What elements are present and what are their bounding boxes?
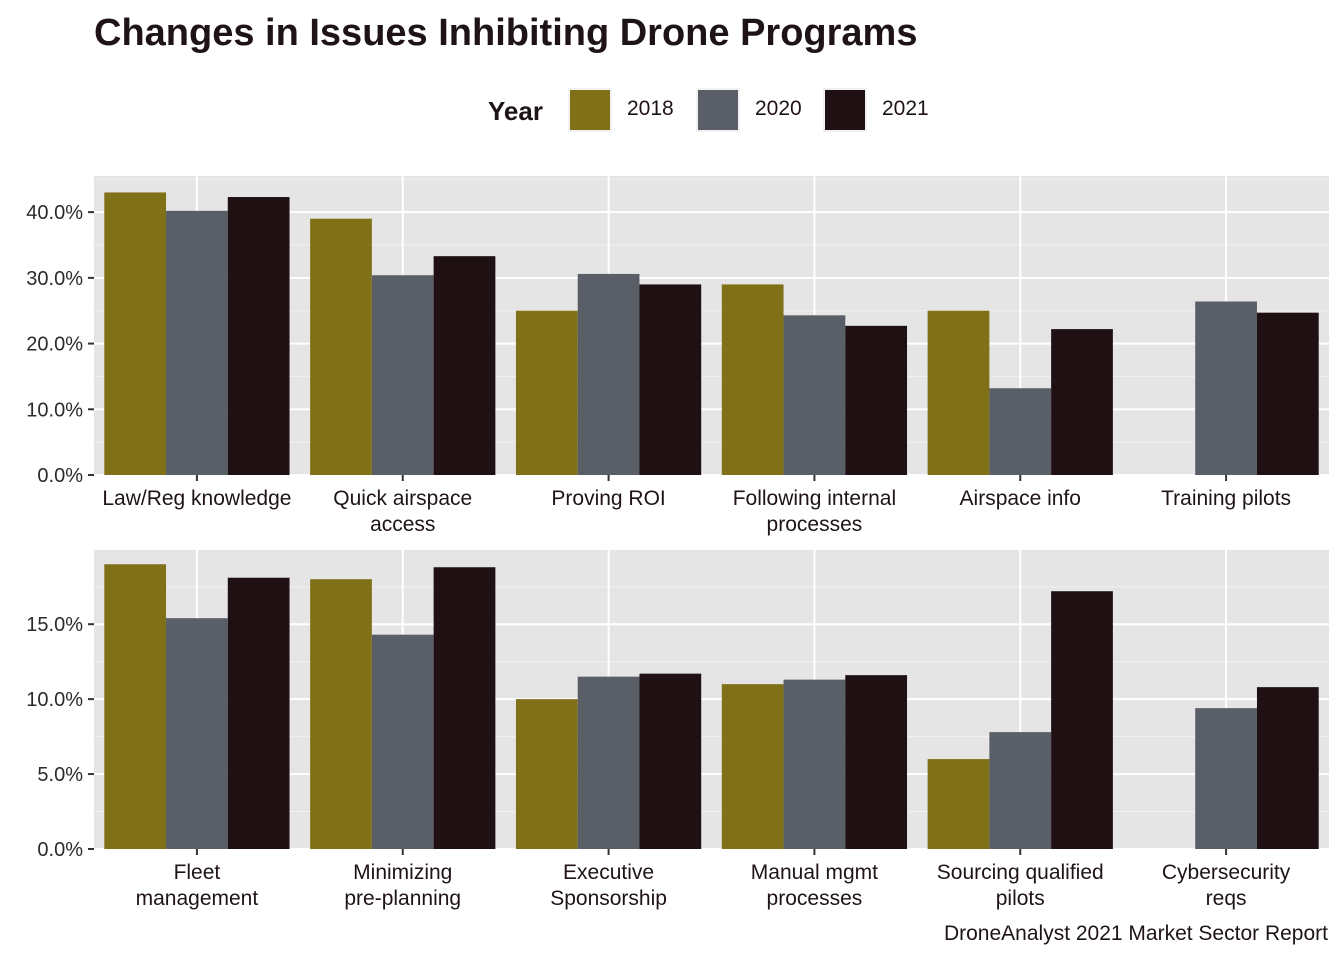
bar-2020 (577, 676, 640, 849)
bar-2021 (845, 675, 908, 849)
bar-2020 (166, 618, 228, 849)
caption: DroneAnalyst 2021 Market Sector Report (943, 922, 1328, 945)
bar-2020 (783, 679, 846, 849)
x-tick-label: Quick airspace (333, 487, 472, 510)
bar-2018 (721, 684, 784, 849)
bar-2018 (721, 284, 784, 475)
x-tick-label: management (136, 887, 259, 910)
legend-label-2018: 2018 (627, 97, 674, 120)
x-tick-label: access (370, 513, 435, 536)
x-tick-label: Proving ROI (551, 487, 665, 510)
x-tick-label: reqs (1206, 887, 1247, 910)
chart-title: Changes in Issues Inhibiting Drone Progr… (94, 12, 918, 54)
x-tick-label: Training pilots (1161, 487, 1291, 510)
x-tick-label: Sourcing qualified (937, 861, 1104, 884)
bar-2020 (1195, 708, 1257, 849)
bar-2018 (310, 579, 372, 849)
bar-2021 (1256, 312, 1319, 475)
bar-2018 (515, 699, 578, 849)
y-tick-label: 10.0% (26, 689, 83, 711)
bar-2018 (104, 564, 167, 849)
x-tick-label: Executive (563, 861, 654, 884)
bar-2020 (783, 315, 846, 475)
x-tick-label: processes (767, 513, 863, 536)
bar-2020 (577, 273, 640, 475)
x-tick-label: pre-planning (344, 887, 461, 910)
y-tick-label: 40.0% (26, 202, 83, 224)
bar-2021 (639, 284, 702, 475)
bar-2018 (927, 310, 990, 475)
bar-2021 (1256, 687, 1319, 849)
y-tick-label: 15.0% (26, 614, 83, 636)
x-tick-label: pilots (996, 887, 1045, 910)
panel-2: 0.0% 5.0% 10.0% 15.0% Fleet management Minimiz… (26, 550, 1329, 910)
legend-swatch-2018 (570, 90, 610, 130)
x-tick-label: Fleet (174, 861, 221, 884)
x-tick-label: Cybersecurity (1162, 861, 1291, 884)
y-tick-label: 20.0% (26, 334, 83, 356)
bar-2021 (227, 197, 290, 475)
x-tick-label: Following internal (733, 487, 896, 510)
bar-2018 (927, 759, 990, 849)
bar-2021 (433, 256, 496, 475)
bar-2018 (515, 310, 578, 475)
bar-2018 (104, 192, 167, 475)
bar-2021 (1051, 329, 1113, 475)
legend-label-2021: 2021 (882, 97, 929, 120)
x-tick-label: processes (767, 887, 863, 910)
bar-2021 (845, 325, 908, 475)
plot-background (94, 176, 1329, 475)
bar-2018 (310, 218, 372, 475)
x-tick-label: Law/Reg knowledge (102, 487, 291, 510)
bar-2020 (1195, 301, 1257, 475)
legend-key-2018 (568, 88, 612, 132)
y-tick-label: 0.0% (37, 465, 83, 487)
y-tick-label: 0.0% (37, 839, 83, 861)
bar-2020 (989, 388, 1052, 475)
bar-2020 (166, 210, 228, 476)
bar-2020 (371, 275, 434, 475)
legend: Year 2018 2020 2021 (0, 88, 1344, 132)
bar-2021 (1051, 591, 1113, 849)
bar-2020 (989, 732, 1052, 849)
x-tick-label: Minimizing (353, 861, 452, 884)
x-tick-label: Airspace info (960, 487, 1081, 510)
legend-label-2020: 2020 (755, 97, 802, 120)
legend-swatch-2020 (698, 90, 738, 130)
bar-2020 (371, 634, 434, 849)
legend-key-2020 (696, 88, 740, 132)
x-tick-label: Sponsorship (550, 887, 667, 910)
x-tick-label: Manual mgmt (751, 861, 878, 884)
legend-title: Year (488, 96, 543, 126)
panel-1: 0.0% 10.0% 20.0% 30.0% 40.0% Law/Reg knowledg… (26, 176, 1329, 536)
legend-key-2021 (823, 88, 867, 132)
bar-2021 (227, 577, 290, 849)
y-tick-label: 10.0% (26, 399, 83, 421)
bar-2021 (433, 567, 496, 849)
y-tick-label: 30.0% (26, 268, 83, 290)
legend-swatch-2021 (825, 90, 865, 130)
y-tick-label: 5.0% (37, 764, 83, 786)
bar-2021 (639, 673, 702, 849)
